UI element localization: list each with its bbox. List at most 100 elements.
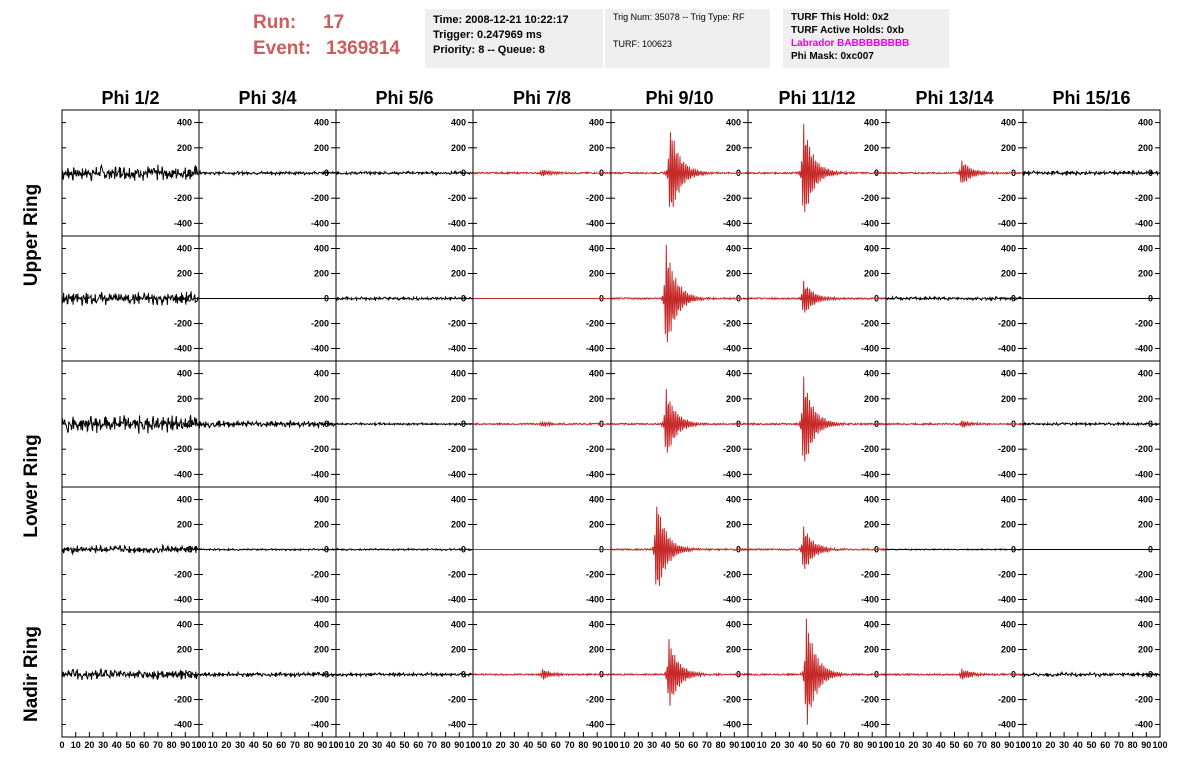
y-tick-label: 400 (451, 369, 466, 379)
y-tick-label: -200 (311, 193, 329, 203)
y-tick-label: -200 (723, 193, 741, 203)
y-tick-label: 200 (1001, 394, 1016, 404)
y-tick-label: -400 (448, 469, 466, 479)
y-tick-label: 400 (1138, 369, 1153, 379)
x-tick-label: 80 (853, 740, 863, 750)
y-tick-label: 200 (726, 394, 741, 404)
y-tick-label: -200 (998, 444, 1016, 454)
y-tick-label: -400 (1135, 218, 1153, 228)
trace-r2-c3 (472, 421, 612, 428)
x-tick-label: 80 (716, 740, 726, 750)
y-tick-label: 200 (726, 520, 741, 530)
y-tick-label: -400 (861, 218, 879, 228)
x-tick-label: 40 (798, 740, 808, 750)
y-tick-label: -200 (586, 444, 604, 454)
x-tick-label: 20 (908, 740, 918, 750)
y-tick-label: -200 (861, 695, 879, 705)
y-tick-label: 200 (726, 645, 741, 655)
x-tick-label: 30 (647, 740, 657, 750)
y-tick-label: 400 (726, 369, 741, 379)
y-tick-label: -400 (723, 218, 741, 228)
x-tick-label: 90 (180, 740, 190, 750)
y-tick-label: 400 (1138, 495, 1153, 505)
y-tick-label: -400 (1135, 344, 1153, 354)
y-tick-label: 200 (1001, 143, 1016, 153)
x-tick-label: 60 (826, 740, 836, 750)
column-header-4: Phi 9/10 (645, 88, 713, 108)
y-tick-label: -400 (586, 469, 604, 479)
trigger-text: Trigger: 0.247969 ms (433, 29, 542, 41)
y-tick-label: -400 (998, 218, 1016, 228)
x-tick-label: 90 (317, 740, 327, 750)
x-tick-label: 90 (1004, 740, 1014, 750)
y-tick-label: 400 (864, 369, 879, 379)
y-tick-label: 400 (1138, 620, 1153, 630)
trace-r1-c0 (61, 291, 200, 306)
x-tick-label: 10 (757, 740, 767, 750)
column-header-2: Phi 5/6 (375, 88, 433, 108)
trace-r2-c2 (335, 421, 474, 427)
y-tick-label: 200 (1138, 269, 1153, 279)
y-tick-label: -400 (174, 218, 192, 228)
y-tick-label: 400 (177, 244, 192, 254)
x-tick-label: 70 (1114, 740, 1124, 750)
priority-text: Priority: 8 -- Queue: 8 (433, 44, 545, 56)
y-tick-label: -200 (861, 444, 879, 454)
trace-r2-c4 (610, 389, 749, 453)
y-tick-label: -200 (448, 695, 466, 705)
y-tick-label: 200 (589, 645, 604, 655)
x-tick-label: 0 (745, 740, 750, 750)
y-tick-label: 200 (177, 269, 192, 279)
x-tick-label: 20 (1045, 740, 1055, 750)
column-header-6: Phi 13/14 (915, 88, 993, 108)
x-tick-label: 80 (441, 740, 451, 750)
y-tick-label: -400 (586, 218, 604, 228)
trace-r0-c1 (198, 169, 337, 177)
y-tick-label: 400 (314, 118, 329, 128)
y-tick-label: 200 (1138, 645, 1153, 655)
y-tick-label: -200 (861, 193, 879, 203)
x-tick-label: 60 (688, 740, 698, 750)
y-tick-label: -400 (586, 344, 604, 354)
x-tick-label: 80 (1128, 740, 1138, 750)
x-tick-label: 20 (771, 740, 781, 750)
y-tick-label: -400 (723, 720, 741, 730)
y-tick-label: 200 (1138, 143, 1153, 153)
y-tick-label: -400 (723, 344, 741, 354)
labrador-text: Labrador BABBBBBBBB (791, 38, 910, 49)
run-value: 17 (323, 12, 345, 33)
y-tick-label: -200 (1135, 444, 1153, 454)
x-tick-label: 30 (372, 740, 382, 750)
y-tick-label: -400 (586, 595, 604, 605)
x-tick-label: 30 (98, 740, 108, 750)
y-tick-label: 200 (451, 269, 466, 279)
column-header-7: Phi 15/16 (1052, 88, 1130, 108)
y-tick-label: 200 (177, 143, 192, 153)
y-tick-label: -400 (1135, 720, 1153, 730)
x-tick-label: 100 (1015, 740, 1030, 750)
y-tick-label: 200 (864, 520, 879, 530)
y-tick-label: -400 (448, 344, 466, 354)
y-tick-label: -200 (723, 570, 741, 580)
y-tick-label: -200 (174, 570, 192, 580)
y-tick-label: -400 (861, 344, 879, 354)
y-tick-label: 200 (314, 645, 329, 655)
trace-r4-c3 (472, 669, 612, 680)
y-tick-label: -200 (586, 695, 604, 705)
x-tick-label: 80 (167, 740, 177, 750)
trace-r2-c1 (198, 419, 337, 430)
x-tick-label: 40 (249, 740, 259, 750)
trace-r4-c4 (610, 639, 749, 706)
x-tick-label: 30 (509, 740, 519, 750)
y-tick-label: -200 (174, 193, 192, 203)
turf-active-holds: TURF Active Holds: 0xb (791, 25, 904, 36)
y-tick-label: -400 (311, 595, 329, 605)
trace-r3-c0 (61, 543, 200, 556)
column-header-5: Phi 11/12 (778, 88, 855, 108)
x-tick-label: 70 (153, 740, 163, 750)
trace-r3-c6 (886, 548, 1024, 551)
y-tick-label: -400 (1135, 595, 1153, 605)
y-tick-label: 400 (451, 118, 466, 128)
trace-r0-c3 (472, 169, 612, 177)
x-tick-label: 50 (537, 740, 547, 750)
